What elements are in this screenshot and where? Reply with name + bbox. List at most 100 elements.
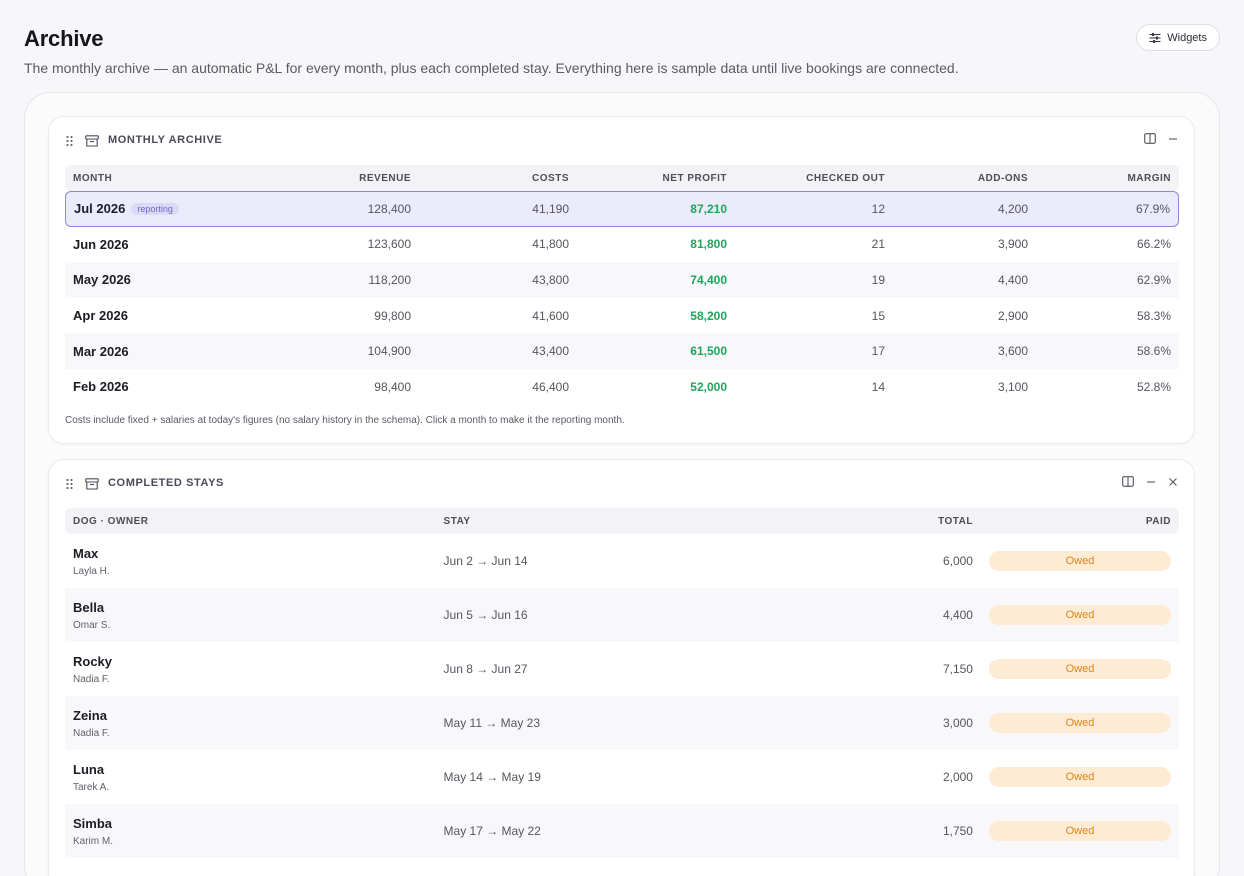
checked-out-value: 14 [871, 379, 885, 394]
table-row[interactable]: Jul 2026 reporting 128,400 41,190 87,210 … [65, 191, 1179, 227]
dog-name: Rocky [73, 653, 113, 669]
total-value: 4,400 [783, 588, 981, 642]
dog-name: Simba [73, 815, 113, 831]
net-profit-value: 52,000 [690, 379, 727, 394]
col-checked-out: CHECKED OUT [735, 165, 893, 191]
table-row[interactable]: Bella Omar S. Jun 5 → Jun 16 4,400 Owed [65, 588, 1179, 642]
revenue-value: 128,400 [265, 191, 419, 227]
table-row[interactable]: May 2026 118,200 43,800 74,400 19 4,400 … [65, 262, 1179, 298]
table-header-row: DOG · OWNER STAY TOTAL PAID [65, 508, 1179, 534]
checked-out-value: 17 [735, 333, 893, 369]
costs-value: 43,800 [419, 262, 577, 298]
columns-icon[interactable] [1122, 474, 1134, 492]
month-label: Apr 2026 [73, 308, 128, 324]
minimize-icon[interactable] [1168, 131, 1178, 149]
addons-value: 3,100 [997, 379, 1028, 394]
month-label: May 2026 [73, 272, 131, 288]
archive-box-icon [85, 134, 99, 147]
monthly-archive-actions [1144, 131, 1178, 149]
table-row[interactable]: Rocky Nadia F. Jun 8 → Jun 27 7,150 Owed [65, 642, 1179, 696]
owner-name: Layla H. [73, 565, 110, 577]
drag-handle-icon[interactable] [65, 477, 75, 490]
month-label: Jul 2026 [74, 201, 126, 217]
month-label: Jun 2026 [73, 236, 129, 252]
owner-name: Omar S. [73, 619, 111, 631]
addons-value: 3,900 [997, 237, 1028, 252]
costs-value: 46,400 [532, 379, 569, 394]
table-row[interactable]: Feb 2026 98,400 46,400 52,000 14 3,100 5… [65, 369, 1179, 405]
owner-name: Nadia F. [73, 673, 110, 685]
table-row[interactable]: Apr 2026 99,800 41,600 58,200 15 2,900 5… [65, 298, 1179, 334]
margin-value: 66.2% [1136, 237, 1171, 252]
revenue-value: 98,400 [374, 379, 411, 394]
month-label: Mar 2026 [73, 343, 129, 359]
total-value: 2,000 [942, 770, 973, 784]
checked-out-value: 15 [871, 308, 885, 323]
addons-value: 3,600 [893, 333, 1036, 369]
widgets-button[interactable]: Widgets [1136, 24, 1220, 51]
col-dog-owner: DOG · OWNER [65, 508, 436, 534]
dog-name: Max [73, 545, 99, 561]
costs-value: 41,800 [532, 237, 569, 252]
month-label: Feb 2026 [73, 379, 129, 395]
table-row[interactable]: Luna Tarek A. May 14 → May 19 2,000 Owed [65, 750, 1179, 804]
margin-value: 58.3% [1136, 308, 1171, 323]
paid-status-badge: Owed [989, 821, 1171, 841]
table-row[interactable]: Simba Karim M. May 17 → May 22 1,750 Owed [65, 804, 1179, 858]
paid-status-badge: Owed [989, 551, 1171, 571]
revenue-value: 99,800 [374, 308, 411, 323]
revenue-value: 123,600 [367, 237, 411, 252]
dog-name: Zeina [73, 707, 107, 723]
col-month: MONTH [65, 165, 265, 191]
widgets-label: Widgets [1167, 31, 1207, 44]
col-paid: PAID [980, 508, 1179, 534]
monthly-archive-card: MONTHLY ARCHIVE MONTH REVENUE COSTS NET … [48, 116, 1195, 444]
col-margin: MARGIN [1036, 165, 1179, 191]
stay-dates: Jun 8 → Jun 27 [443, 662, 528, 676]
total-value: 6,000 [942, 554, 973, 568]
owner-name: Nadia F. [73, 727, 110, 739]
completed-stays-card: COMPLETED STAYS DOG · OWNER STAY TOTAL P… [48, 459, 1195, 876]
archive-box-icon [85, 477, 99, 490]
completed-stays-header: COMPLETED STAYS [65, 474, 1178, 492]
net-profit-value: 81,800 [690, 237, 727, 252]
page-header: Archive The monthly archive — an automat… [24, 26, 1220, 76]
minimize-icon[interactable] [1146, 474, 1156, 492]
total-value: 3,000 [783, 696, 981, 750]
col-costs: COSTS [419, 165, 577, 191]
table-row[interactable]: Zeina Nadia F. May 11 → May 23 3,000 Owed [65, 696, 1179, 750]
dog-name: Luna [73, 761, 105, 777]
checked-out-value: 21 [871, 237, 885, 252]
stay-dates: Jun 5 → Jun 16 [435, 588, 784, 642]
drag-handle-icon[interactable] [65, 134, 75, 147]
margin-value: 67.9% [1036, 191, 1179, 227]
columns-icon[interactable] [1144, 131, 1156, 149]
monthly-footnote: Costs include fixed + salaries at today'… [65, 415, 625, 426]
net-profit-value: 61,500 [577, 333, 735, 369]
completed-stays-actions [1122, 474, 1178, 492]
total-value: 1,750 [783, 804, 981, 858]
paid-status-badge: Owed [989, 713, 1171, 733]
owner-name: Karim M. [73, 835, 113, 847]
total-value: 7,150 [942, 662, 973, 676]
costs-value: 41,600 [532, 308, 569, 323]
completed-stays-title: COMPLETED STAYS [108, 477, 224, 489]
paid-status-badge: Owed [989, 767, 1171, 787]
net-profit-value: 74,400 [577, 262, 735, 298]
stay-dates: May 11 → May 23 [435, 696, 784, 750]
col-total: TOTAL [783, 508, 981, 534]
close-icon[interactable] [1168, 474, 1178, 492]
table-row[interactable]: Mar 2026 104,900 43,400 61,500 17 3,600 … [65, 333, 1179, 369]
col-net-profit: NET PROFIT [577, 165, 735, 191]
table-row[interactable]: Max Layla H. Jun 2 → Jun 14 6,000 Owed [65, 534, 1179, 588]
paid-status-badge: Owed [989, 605, 1171, 625]
monthly-archive-header: MONTHLY ARCHIVE [65, 131, 1178, 149]
col-addons: ADD-ONS [893, 165, 1036, 191]
revenue-value: 104,900 [265, 333, 419, 369]
addons-value: 2,900 [997, 308, 1028, 323]
stay-dates: Jun 2 → Jun 14 [443, 554, 528, 568]
table-row[interactable]: Jun 2026 123,600 41,800 81,800 21 3,900 … [65, 227, 1179, 263]
margin-value: 52.8% [1136, 379, 1171, 394]
addons-value: 4,200 [893, 191, 1036, 227]
page-title: Archive [24, 26, 104, 51]
